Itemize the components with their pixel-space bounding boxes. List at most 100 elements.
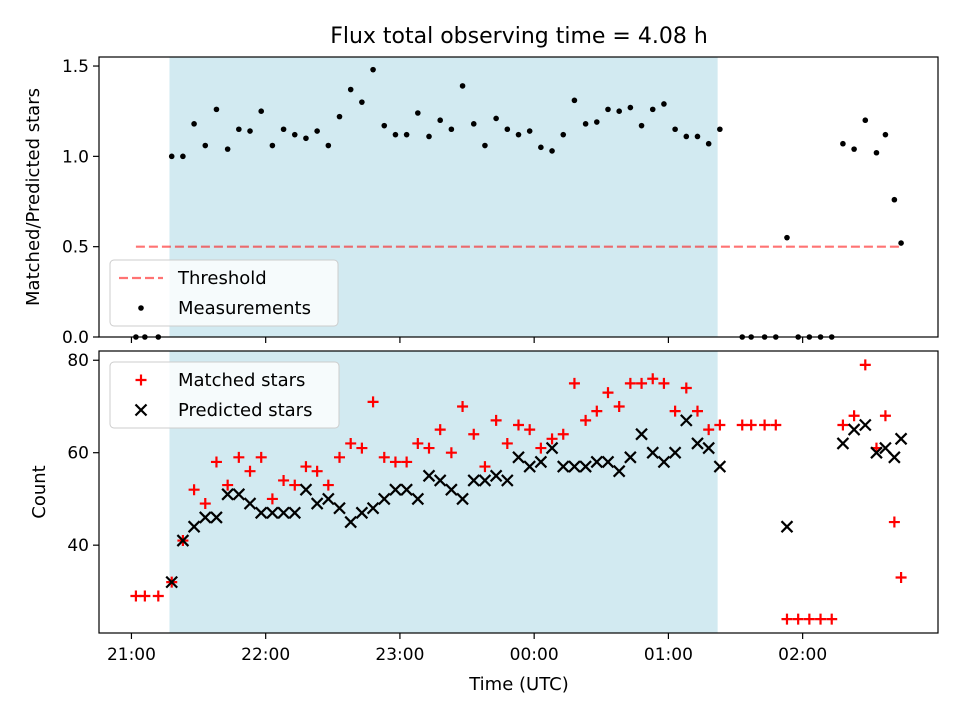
matched-star-point xyxy=(356,442,368,454)
measurement-point xyxy=(403,131,410,138)
predicted-star-point xyxy=(456,492,469,506)
matched-star-point xyxy=(859,359,871,371)
matched-star-point xyxy=(792,613,804,625)
matched-star-point xyxy=(613,400,625,412)
predicted-star-point xyxy=(377,492,391,506)
matched-star-point xyxy=(888,516,900,528)
measurement-point xyxy=(560,131,567,138)
predicted-star-point xyxy=(277,506,290,520)
predicted-star-point xyxy=(187,520,201,533)
predicted-star-point xyxy=(545,441,559,455)
matched-star-point xyxy=(378,451,390,463)
x-tick-label: 02:00 xyxy=(778,645,827,665)
y-tick-label: 0.5 xyxy=(62,238,89,258)
measurement-point xyxy=(493,115,499,122)
matched-star-point xyxy=(255,451,267,463)
count-plot-frame xyxy=(98,350,939,634)
matched-star-point xyxy=(152,590,164,602)
predicted-star-point xyxy=(165,575,178,589)
matched-star-point xyxy=(244,465,256,477)
measurement-point xyxy=(683,133,690,140)
measurement-point xyxy=(180,153,186,160)
measurement-point xyxy=(549,148,555,154)
measurement-point xyxy=(280,126,287,133)
count-panel: 40 60 80 21:00 22:00 23:00 00:00 01:00 02:00 Co… xyxy=(29,350,939,695)
predicted-star-point xyxy=(523,460,536,473)
matched-star-point xyxy=(479,461,491,473)
predicted-star-point xyxy=(836,437,850,450)
x-tick-label: 00:00 xyxy=(510,645,559,665)
y-tick-label: 1.0 xyxy=(62,147,89,167)
matched-star-point xyxy=(139,590,151,602)
measurement-point xyxy=(616,108,622,114)
measurement-point xyxy=(213,106,220,113)
predicted-star-point xyxy=(556,460,570,473)
measurement-point xyxy=(582,121,589,127)
matched-star-point xyxy=(602,387,614,399)
predicted-star-point xyxy=(232,488,246,501)
predicted-star-point xyxy=(657,455,671,469)
measurement-point xyxy=(381,122,388,129)
matched-star-point xyxy=(513,419,524,431)
measurement-point xyxy=(224,146,231,152)
measurement-point xyxy=(705,140,712,147)
measurement-point xyxy=(851,146,857,152)
predicted-star-point xyxy=(612,464,626,478)
predicted-star-point xyxy=(445,483,458,496)
matched-star-point xyxy=(580,414,592,426)
count-legend: Matched stars Predicted stars xyxy=(109,361,340,429)
predicted-star-point xyxy=(400,483,413,496)
matched-star-point xyxy=(895,572,907,584)
matched-star-point xyxy=(434,424,446,436)
legend-label: Measurements xyxy=(178,298,311,319)
matched-star-point xyxy=(745,419,757,431)
measurement-point xyxy=(482,142,488,149)
matched-star-point xyxy=(334,451,346,463)
predicted-star-point xyxy=(355,506,369,520)
measurement-point xyxy=(661,101,667,107)
predicted-star-point xyxy=(411,492,425,506)
matched-star-point xyxy=(535,442,547,454)
predicted-star-point xyxy=(780,520,794,533)
legend-predicted-key xyxy=(134,403,148,417)
matched-star-point xyxy=(289,479,301,491)
matched-star-point xyxy=(826,613,838,625)
measurement-point xyxy=(649,106,656,113)
measurement-point xyxy=(784,234,790,241)
matched-star-point xyxy=(837,419,849,431)
measurement-point xyxy=(269,142,276,149)
measurement-point xyxy=(291,131,298,138)
matched-star-point xyxy=(624,377,636,389)
predicted-star-point xyxy=(322,492,335,506)
matched-star-point xyxy=(233,451,245,463)
predicted-star-point xyxy=(243,497,257,510)
predicted-star-point xyxy=(568,460,581,473)
matched-star-point xyxy=(501,437,513,449)
predicted-star-point xyxy=(254,506,268,520)
matched-star-point xyxy=(188,484,200,496)
matched-star-point xyxy=(568,377,580,389)
x-tick-label: 01:00 xyxy=(644,645,693,665)
predicted-star-point xyxy=(288,506,302,520)
measurement-point xyxy=(694,133,701,140)
predicted-star-point xyxy=(680,414,693,427)
predicted-star-point xyxy=(366,501,380,515)
y-tick-label: 60 xyxy=(67,444,89,464)
predicted-star-point xyxy=(624,451,637,464)
ratio-plot-frame xyxy=(98,56,939,338)
predicted-star-point xyxy=(859,418,872,432)
measurement-point xyxy=(862,117,869,124)
matched-star-point xyxy=(524,424,536,436)
measurement-point xyxy=(571,97,578,104)
predicted-star-point xyxy=(894,432,908,446)
matched-star-point xyxy=(658,377,670,389)
count-marks xyxy=(130,359,908,625)
predicted-star-point xyxy=(702,441,715,455)
measurement-point xyxy=(882,131,889,138)
measurement-point xyxy=(370,66,376,73)
measurement-point xyxy=(627,104,634,111)
predicted-star-point xyxy=(266,506,279,520)
matched-star-point xyxy=(636,377,648,389)
predicted-star-point xyxy=(422,469,436,483)
